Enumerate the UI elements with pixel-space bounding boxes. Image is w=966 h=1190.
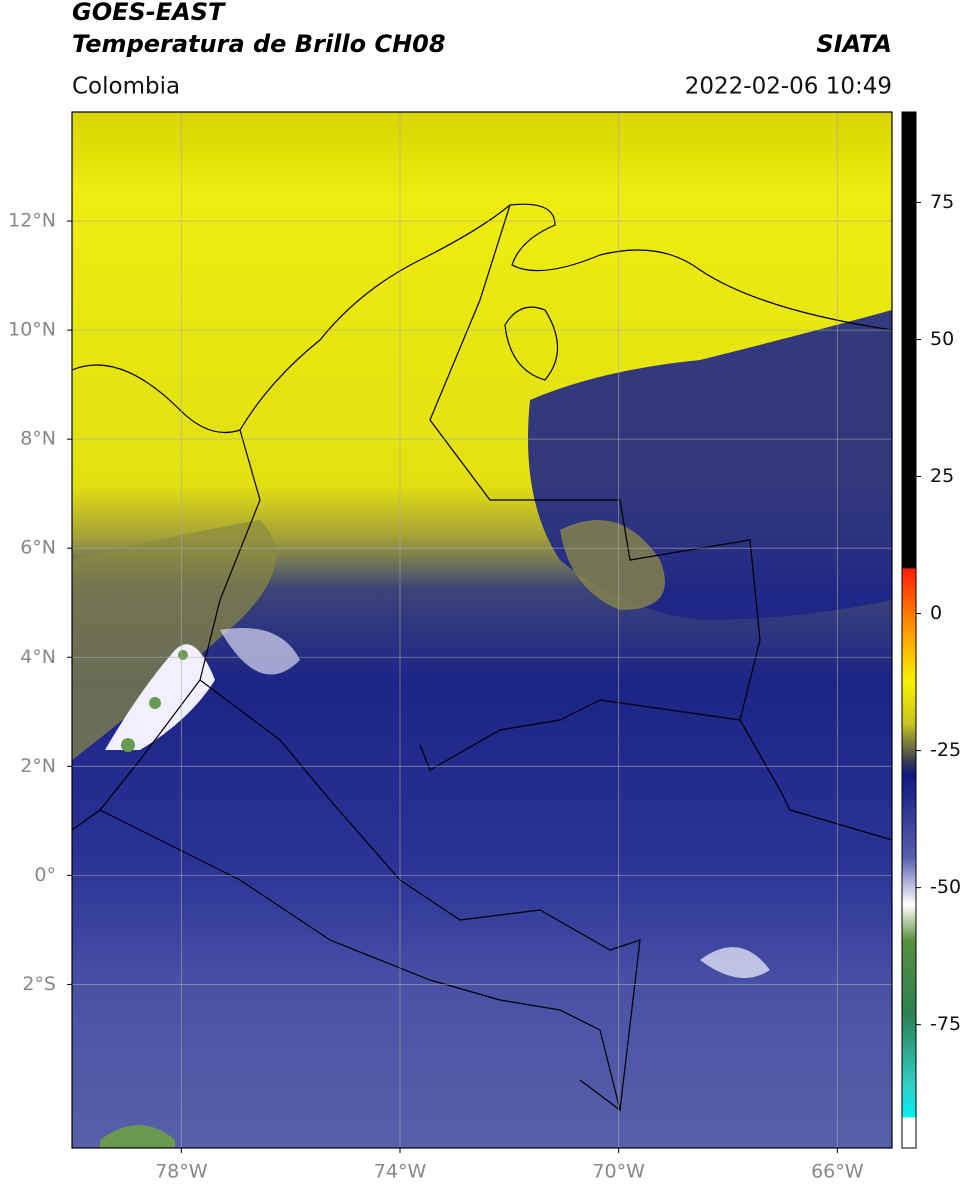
map-image <box>72 112 892 1148</box>
datetime: 2022-02-06 10:49 <box>685 74 892 100</box>
y-tick-label: 10°N <box>8 319 56 341</box>
borders <box>71 203 893 1112</box>
colorbar-tick-label: -75 <box>930 1013 961 1035</box>
region: Colombia <box>72 74 180 100</box>
colorbar-tick-label: 75 <box>930 191 954 213</box>
x-tick-label: 66°W <box>811 1161 864 1183</box>
colorbar-tick-label: -25 <box>930 739 961 761</box>
x-tick-label: 74°W <box>374 1161 427 1183</box>
map-frame <box>71 111 893 1149</box>
y-tick-label: 0° <box>34 864 56 886</box>
y-tick-label: 4°N <box>20 646 56 668</box>
title: GOES-EAST <box>72 0 226 26</box>
colorbar <box>901 111 917 1149</box>
grid <box>72 112 892 1148</box>
source: SIATA <box>816 30 892 58</box>
colorbar-tick-label: 50 <box>930 328 954 350</box>
y-tick-label: 6°N <box>20 537 56 559</box>
y-tick-label: 8°N <box>20 428 56 450</box>
y-tick-label: 2°S <box>22 973 56 995</box>
y-tick-label: 12°N <box>8 210 56 232</box>
x-tick-label: 78°W <box>155 1161 208 1183</box>
colorbar-tick-label: -50 <box>930 876 961 898</box>
y-tick-label: 2°N <box>20 755 56 777</box>
subtitle: Temperatura de Brillo CH08 <box>72 30 446 58</box>
x-tick-label: 70°W <box>592 1161 645 1183</box>
colorbar-tick-label: 0 <box>930 602 942 624</box>
colorbar-tick-label: 25 <box>930 465 954 487</box>
